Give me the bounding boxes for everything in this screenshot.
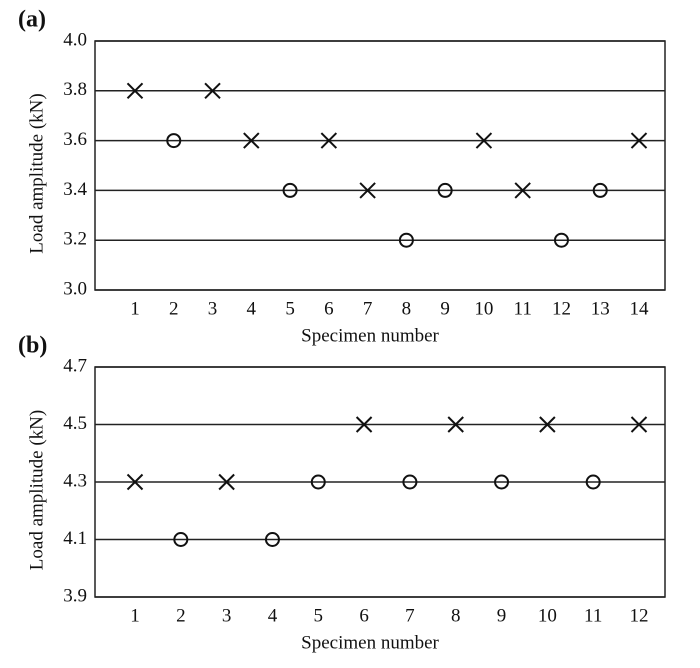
- y-tick-label: 3.8: [63, 79, 87, 100]
- runout-marker: [264, 532, 280, 547]
- plot-frame: [94, 40, 666, 291]
- failure-marker: [243, 132, 260, 149]
- x-tick-label: 2: [169, 298, 179, 319]
- x-tick-label: 10: [538, 605, 557, 626]
- failure-marker: [630, 132, 648, 149]
- failure-marker: [355, 416, 373, 433]
- x-tick-label: 11: [584, 605, 602, 626]
- runout-marker: [282, 182, 298, 198]
- x-tick-label: 12: [552, 298, 571, 319]
- runout-marker: [166, 133, 182, 149]
- y-axis-label: Load amplitude (kN): [26, 410, 47, 570]
- runout-marker: [437, 182, 453, 198]
- y-tick-label: 4.7: [63, 355, 87, 376]
- panel-label: (b): [18, 333, 47, 359]
- x-tick-label: 12: [630, 605, 649, 626]
- failure-marker: [359, 182, 376, 199]
- runout-marker: [592, 182, 608, 198]
- x-tick-label: 5: [285, 298, 295, 319]
- x-tick-label: 6: [324, 298, 334, 319]
- x-axis-label: Specimen number: [301, 325, 439, 346]
- x-tick-label: 8: [402, 298, 412, 319]
- y-tick-label: 4.5: [63, 413, 87, 434]
- x-tick-label: 6: [359, 605, 369, 626]
- x-tick-label: 2: [176, 605, 186, 626]
- x-tick-label: 4: [247, 298, 257, 319]
- x-axis-label: Specimen number: [301, 632, 439, 653]
- y-tick-label: 3.6: [63, 129, 87, 150]
- x-tick-label: 7: [405, 605, 415, 626]
- x-tick-label: 5: [314, 605, 324, 626]
- runout-marker: [553, 232, 569, 248]
- x-tick-label: 11: [514, 298, 532, 319]
- runout-marker: [398, 232, 414, 248]
- runout-marker: [585, 474, 601, 490]
- x-tick-label: 8: [451, 605, 461, 626]
- failure-marker: [539, 416, 556, 433]
- failure-marker: [126, 473, 144, 491]
- runout-marker: [173, 532, 189, 547]
- failure-marker: [475, 132, 493, 149]
- x-tick-label: 14: [630, 298, 650, 319]
- y-tick-label: 3.2: [63, 229, 87, 250]
- failure-marker: [630, 416, 648, 433]
- x-tick-label: 9: [440, 298, 450, 319]
- runout-marker: [402, 474, 418, 490]
- x-tick-label: 3: [208, 298, 218, 319]
- failure-marker: [126, 82, 144, 100]
- x-tick-label: 7: [363, 298, 373, 319]
- x-tick-label: 3: [222, 605, 232, 626]
- y-tick-label: 3.9: [63, 585, 87, 606]
- y-tick-label: 4.0: [63, 29, 87, 50]
- failure-marker: [514, 182, 531, 199]
- x-tick-label: 10: [474, 298, 493, 319]
- y-tick-label: 4.1: [63, 528, 87, 549]
- x-tick-label: 1: [130, 298, 140, 319]
- failure-marker: [320, 132, 338, 149]
- failure-marker: [447, 416, 464, 433]
- x-tick-label: 9: [497, 605, 507, 626]
- y-axis-label: Load amplitude (kN): [26, 93, 47, 253]
- x-tick-label: 1: [130, 605, 140, 626]
- x-tick-label: 4: [268, 605, 278, 626]
- failure-marker: [218, 473, 235, 491]
- y-tick-label: 4.3: [63, 470, 87, 491]
- y-tick-label: 3.0: [63, 278, 87, 299]
- runout-marker: [494, 474, 510, 490]
- runout-marker: [310, 474, 326, 490]
- failure-marker: [204, 82, 221, 100]
- x-tick-label: 13: [591, 298, 610, 319]
- panel-label: (a): [18, 7, 46, 33]
- y-tick-label: 3.4: [63, 179, 87, 200]
